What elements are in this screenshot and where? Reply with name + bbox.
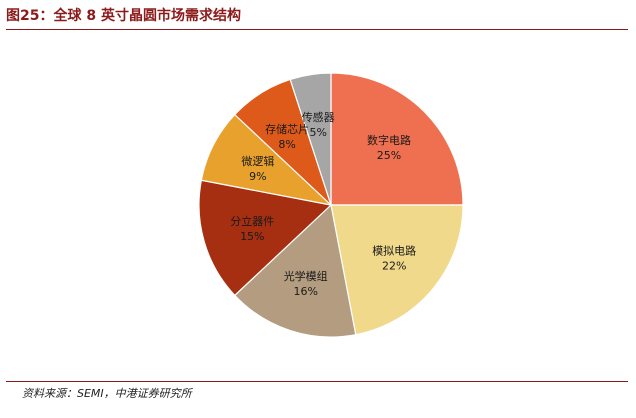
pie-slice (289, 72, 332, 206)
source-note: 资料来源：SEMI，中港证券研究所 (22, 387, 192, 400)
slice-category-label: 数字电路 (367, 133, 411, 147)
slice-value-label: 22% (382, 259, 406, 272)
slice-value-label: 25% (377, 149, 401, 162)
source-divider (6, 381, 628, 382)
slice-value-label: 5% (309, 126, 326, 139)
pie-labels: 数字电路 25% 模拟电路 22% 光学模组 16% 分立器件 15% 微逻辑 9% 存储芯片 8% 传… (230, 111, 416, 298)
pie-slice (330, 72, 464, 206)
pie-slices (198, 72, 464, 338)
slice-category-label: 存储芯片 (265, 122, 309, 136)
title-divider (6, 29, 628, 30)
slice-value-label: 16% (293, 285, 317, 298)
slice-category-label: 光学模组 (284, 269, 328, 283)
slice-category-label: 模拟电路 (372, 243, 416, 257)
pie-slice (330, 204, 464, 336)
slice-category-label: 微逻辑 (241, 154, 274, 168)
slice-category-label: 传感器 (302, 111, 335, 124)
pie-slice (198, 179, 333, 297)
slice-category-label: 分立器件 (230, 214, 274, 228)
slice-value-label: 8% (278, 138, 295, 151)
slice-value-label: 9% (249, 170, 266, 183)
slice-value-label: 15% (240, 230, 264, 243)
pie-slice (233, 203, 357, 338)
chart-title: 图25：全球 8 英寸晶圆市场需求结构 (6, 8, 241, 24)
